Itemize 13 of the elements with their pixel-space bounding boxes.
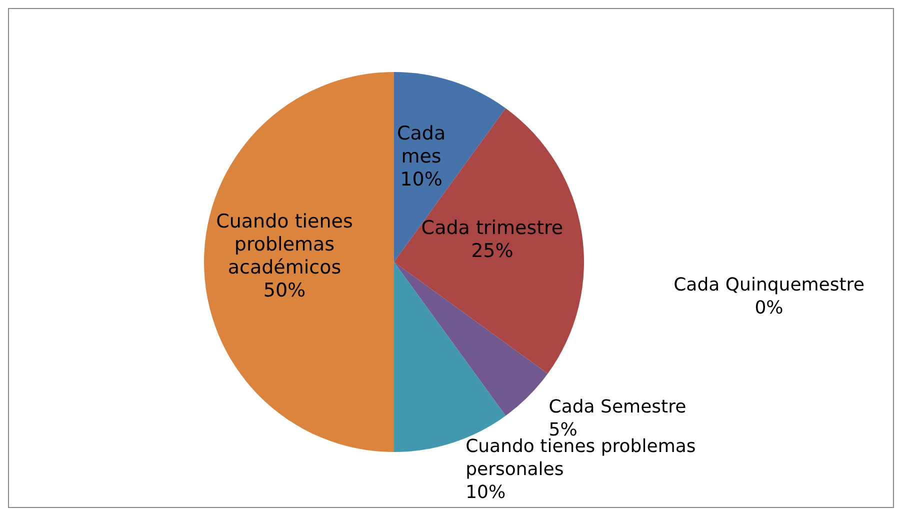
text: 0% (754, 297, 784, 318)
data-label: 25% (471, 240, 514, 262)
slice-label: Cada mes (396, 122, 446, 168)
slice-label: Cada Semestre (548, 396, 686, 418)
slice-label: Cada trimestre (421, 217, 564, 240)
pie-slice (394, 262, 548, 416)
category-label: Cada Quinquemestre (674, 274, 864, 296)
data-label: 10% (400, 168, 442, 191)
slice-label: Cuando tienes problemas académicos (216, 210, 353, 279)
data-label: 10% (466, 482, 506, 503)
data-label: 50% (263, 280, 306, 302)
pie-slice (394, 108, 584, 374)
pie-slice (204, 72, 394, 452)
